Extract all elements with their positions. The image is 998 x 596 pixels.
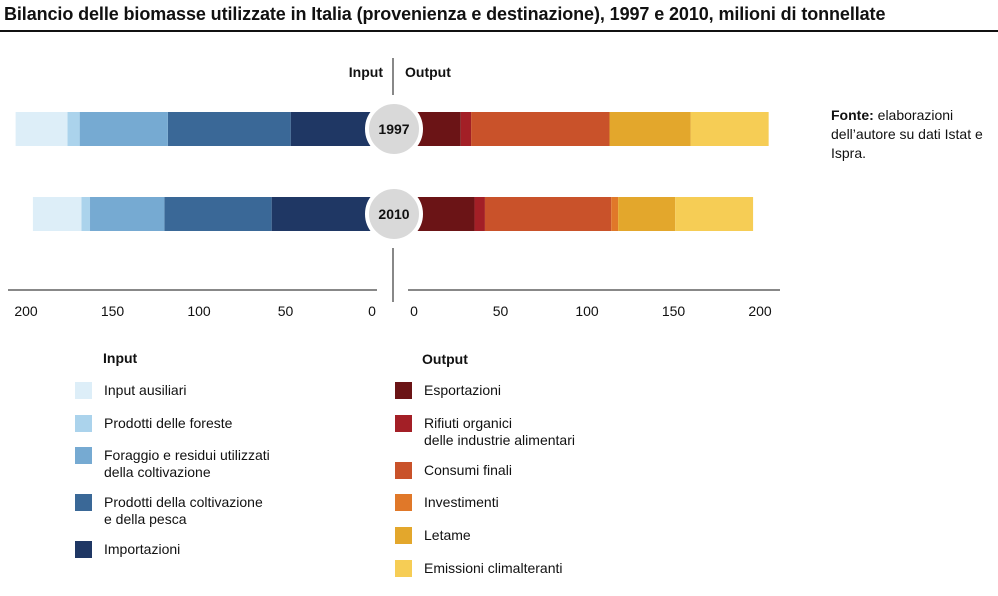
legend-item: Foraggio e residui utilizzati della colt… — [75, 447, 270, 481]
output-tick-0: 0 — [410, 303, 418, 319]
legend-label: Emissioni climalteranti — [424, 560, 563, 576]
legend-label: Prodotti della coltivazione e della pesc… — [104, 494, 263, 527]
output-header: Output — [405, 64, 451, 80]
bar-output-rifiuti-organici-delle-industrie-alimentari-2010 — [474, 197, 485, 231]
source-note: Fonte: elaborazioni dell’autore su dati … — [831, 106, 996, 163]
legend-label: Rifiuti organici delle industrie aliment… — [424, 415, 575, 448]
bar-input-input-ausiliari-2010 — [32, 197, 82, 231]
legend-swatch — [395, 560, 412, 577]
legend-item: Emissioni climalteranti — [395, 560, 562, 577]
legend-input-title: Input — [103, 350, 138, 366]
butterfly-chart: Input Output 1997 2010 200 150 100 50 0 0 50 100 150… — [8, 58, 780, 319]
bar-output-consumi-finali-1997 — [471, 112, 610, 146]
input-tick-0: 0 — [368, 303, 376, 319]
legend-item: Investimenti — [395, 494, 499, 511]
legend-item: Input ausiliari — [75, 382, 187, 399]
year-label-1997: 1997 — [378, 121, 409, 137]
output-tick-200: 200 — [748, 303, 772, 319]
bar-output-emissioni-climalteranti-2010 — [675, 197, 754, 231]
legend-output-title: Output — [422, 351, 468, 367]
year-label-2010: 2010 — [378, 206, 409, 222]
legend-item: Prodotti delle foreste — [75, 415, 232, 432]
source-label: Fonte: — [831, 107, 874, 123]
bar-output-investimenti-2010 — [611, 197, 619, 231]
legend-swatch — [395, 494, 412, 511]
legend-swatch — [75, 415, 92, 432]
bar-input-prodotti-delle-foreste-1997 — [67, 112, 80, 146]
legend-item: Esportazioni — [395, 382, 501, 399]
output-tick-100: 100 — [575, 303, 599, 319]
bar-output-letame-2010 — [618, 197, 676, 231]
input-tick-50: 50 — [278, 303, 294, 319]
bar-input-prodotti-della-coltivazione-e-della-pesca-2010 — [164, 197, 272, 231]
bar-input-importazioni-1997 — [290, 112, 372, 146]
input-tick-100: 100 — [187, 303, 211, 319]
legend-item: Letame — [395, 527, 471, 544]
legend-item: Prodotti della coltivazione e della pesc… — [75, 494, 263, 528]
legend-item: Consumi finali — [395, 462, 512, 479]
legend-swatch — [75, 541, 92, 558]
input-header: Input — [349, 64, 384, 80]
legend-swatch — [395, 415, 412, 432]
legend-label: Letame — [424, 527, 471, 543]
legend-item: Rifiuti organici delle industrie aliment… — [395, 415, 575, 449]
legend-swatch — [75, 494, 92, 511]
bar-input-prodotti-delle-foreste-2010 — [81, 197, 91, 231]
legend-label: Investimenti — [424, 494, 499, 510]
legend-label: Prodotti delle foreste — [104, 415, 233, 431]
legend-label: Importazioni — [104, 541, 181, 557]
output-tick-50: 50 — [493, 303, 509, 319]
bar-output-rifiuti-organici-delle-industrie-alimentari-1997 — [460, 112, 472, 146]
legend-label: Esportazioni — [424, 382, 502, 398]
output-tick-150: 150 — [662, 303, 686, 319]
legend-swatch — [395, 462, 412, 479]
chart-title: Bilancio delle biomasse utilizzate in It… — [4, 4, 886, 24]
year-circle-1997 — [365, 100, 423, 158]
year-circle-2010 — [365, 185, 423, 243]
input-tick-200: 200 — [14, 303, 38, 319]
bar-output-esportazioni-2010 — [414, 197, 475, 231]
bar-input-input-ausiliari-1997 — [15, 112, 68, 146]
bar-input-prodotti-della-coltivazione-e-della-pesca-1997 — [167, 112, 291, 146]
title-rule — [0, 30, 998, 32]
source-text: elaborazioni dell’autore su dati Istat e… — [831, 107, 983, 161]
legend-label: Foraggio e residui utilizzati della colt… — [104, 447, 270, 480]
bar-input-foraggio-e-residui-utilizzati-della-coltivazione-2010 — [90, 197, 165, 231]
legend-swatch — [75, 382, 92, 399]
bar-output-emissioni-climalteranti-1997 — [690, 112, 769, 146]
bar-output-consumi-finali-2010 — [484, 197, 612, 231]
bar-input-importazioni-2010 — [271, 197, 372, 231]
bar-input-foraggio-e-residui-utilizzati-della-coltivazione-1997 — [79, 112, 168, 146]
bar-output-letame-1997 — [609, 112, 691, 146]
legend-swatch — [395, 382, 412, 399]
legend-swatch — [75, 447, 92, 464]
legend-label: Input ausiliari — [104, 382, 187, 398]
legend-item: Importazioni — [75, 541, 180, 558]
legend-swatch — [395, 527, 412, 544]
legend-label: Consumi finali — [424, 462, 512, 478]
input-tick-150: 150 — [101, 303, 125, 319]
